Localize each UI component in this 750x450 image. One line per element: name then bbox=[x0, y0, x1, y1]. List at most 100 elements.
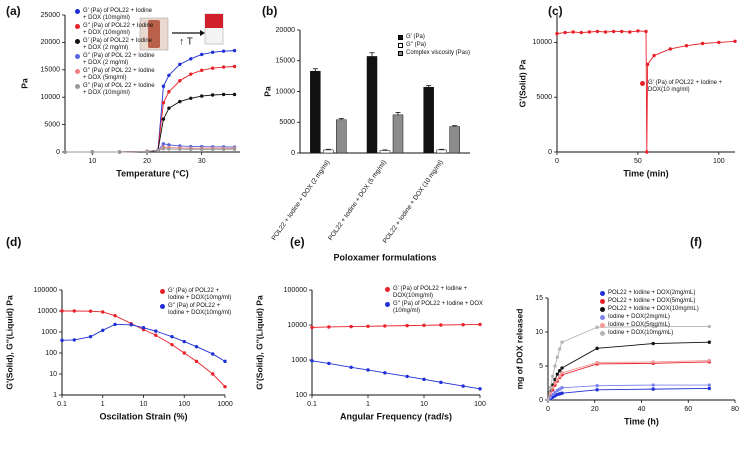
error-bar bbox=[369, 52, 375, 57]
data-point bbox=[405, 374, 409, 379]
bar bbox=[366, 56, 378, 154]
bar bbox=[423, 86, 434, 154]
y-tick-label: 0 bbox=[548, 149, 552, 156]
data-point bbox=[189, 96, 193, 100]
legend-item: G' (Pa) of POL22 + Iodine + DOX(10 mg/ml… bbox=[640, 80, 735, 94]
error-bar bbox=[338, 118, 344, 120]
legend-label: Complex viscosity (Pas) bbox=[406, 50, 471, 56]
data-point bbox=[189, 147, 193, 151]
data-point bbox=[161, 147, 166, 151]
panel-label: (a) bbox=[6, 4, 21, 18]
y-tick-label: 100 bbox=[295, 392, 307, 399]
data-point bbox=[221, 65, 226, 69]
x-tick-label: 20 bbox=[143, 158, 151, 165]
legend-item: G' (Pa) bbox=[398, 34, 493, 41]
y-tick-label: 0 bbox=[56, 149, 60, 156]
legend-label: G'' (Pa) of POL 22 + Iodine + DOX (2 mg/… bbox=[83, 53, 155, 66]
data-point bbox=[101, 328, 105, 333]
data-point bbox=[560, 366, 564, 370]
data-point bbox=[366, 368, 370, 372]
x-tick-label: 100 bbox=[178, 401, 190, 408]
data-point bbox=[170, 334, 174, 339]
legend-item: G' (Pa) of POL22 + Iodine + DOX(10mg/ml) bbox=[385, 286, 485, 300]
legend-label: Iodine + DOX(5mg/mL) bbox=[608, 322, 670, 328]
legend-label: G'' (Pa) of POL22 + Iodine + DOX (10mg/m… bbox=[393, 301, 484, 314]
data-point bbox=[550, 374, 555, 378]
data-point bbox=[579, 30, 583, 35]
legend: POL22 + Iodine + DOX(2mg/mL) POL22 + Iodi… bbox=[600, 290, 735, 338]
data-point bbox=[595, 29, 600, 34]
data-point bbox=[167, 73, 171, 77]
series-line bbox=[547, 360, 710, 401]
x-tick-label: 60 bbox=[684, 406, 692, 413]
x-tick-label: 10 bbox=[88, 158, 96, 165]
data-point bbox=[611, 29, 616, 34]
data-point bbox=[310, 325, 314, 330]
data-point bbox=[652, 53, 656, 58]
data-point bbox=[684, 43, 689, 48]
data-point bbox=[113, 313, 117, 318]
x-axis-label: Oscilation Strain (%) bbox=[99, 411, 187, 421]
data-point bbox=[232, 64, 237, 69]
legend-item: G'' (Pa) of POL 22 + Iodine + DOX (5mg/m… bbox=[75, 68, 155, 82]
data-point bbox=[210, 50, 215, 54]
legend-swatch bbox=[160, 289, 165, 294]
data-point bbox=[557, 374, 562, 378]
legend-swatch bbox=[385, 302, 390, 307]
data-point bbox=[595, 360, 599, 365]
data-point bbox=[571, 30, 575, 34]
x-axis-label: Time (min) bbox=[623, 168, 668, 178]
data-point bbox=[555, 355, 560, 359]
legend: G' (Pa) of POL22 + Iodine + DOX (10mg/ml… bbox=[75, 8, 155, 98]
data-point bbox=[707, 340, 711, 344]
data-point bbox=[232, 147, 237, 151]
data-point bbox=[88, 309, 93, 313]
y-tick-label: 20000 bbox=[41, 39, 61, 46]
bar bbox=[392, 114, 404, 154]
legend-label: G'' (Pa) of POL22 + Iodine + DOX(10mg/ml… bbox=[168, 303, 232, 316]
data-point bbox=[117, 150, 122, 154]
x-tick-label: POL22 + Iodine + DOX (10 mg/ml) bbox=[382, 159, 445, 245]
data-point bbox=[553, 390, 557, 395]
data-point bbox=[645, 62, 650, 67]
data-point bbox=[478, 322, 482, 327]
y-tick-label: 10 bbox=[535, 329, 543, 336]
y-tick-label: 0 bbox=[539, 397, 543, 404]
legend-swatch bbox=[600, 331, 605, 336]
legend-swatch bbox=[75, 69, 80, 74]
legend-item: G'' (Pa) of POL22 + Iodine + DOX (10mg/m… bbox=[385, 301, 485, 315]
data-point bbox=[178, 62, 182, 67]
legend-label: POL22 + Iodine + DOX(10mg/mL) bbox=[608, 306, 699, 312]
data-point bbox=[595, 384, 599, 388]
legend-swatch bbox=[160, 304, 165, 309]
legend-swatch bbox=[75, 24, 80, 29]
legend-item: G' (Pa) of POL22 + Iodine + DOX(10mg/ml) bbox=[160, 288, 235, 302]
data-point bbox=[557, 347, 562, 351]
data-point bbox=[145, 149, 149, 154]
legend-item: G'' (Pa) of POL22 + Iodine + DOX(10mg/ml… bbox=[160, 303, 235, 317]
x-tick-label: 0.1 bbox=[57, 401, 67, 408]
x-tick-label: 40 bbox=[638, 406, 646, 413]
y-axis-label: G'(Solid), G''(Liquid) Pa bbox=[254, 295, 264, 390]
error-bar bbox=[439, 148, 445, 150]
legend-label: G'' (Pa) bbox=[406, 42, 426, 48]
data-point bbox=[587, 30, 592, 34]
data-point bbox=[439, 380, 443, 385]
bar bbox=[436, 149, 447, 154]
data-point bbox=[167, 90, 171, 94]
legend-swatch bbox=[600, 323, 605, 328]
data-point bbox=[211, 352, 215, 356]
data-point bbox=[553, 381, 557, 385]
legend-item: POL22 + Iodine + DOX(5mg/mL) bbox=[600, 298, 735, 305]
data-point bbox=[178, 79, 182, 83]
y-tick-label: 10000 bbox=[288, 322, 308, 329]
legend-item: Iodine + DOX(10mg/mL) bbox=[600, 330, 735, 337]
data-point bbox=[210, 93, 215, 97]
legend-swatch bbox=[600, 315, 605, 320]
legend: G' (Pa) of POL22 + Iodine + DOX(10mg/ml)… bbox=[160, 288, 235, 318]
data-point bbox=[63, 150, 67, 154]
data-point bbox=[90, 150, 95, 154]
y-tick-label: 20000 bbox=[276, 27, 296, 34]
x-axis-label: Angular Frequency (rad/s) bbox=[340, 411, 452, 421]
series-line bbox=[547, 361, 710, 401]
